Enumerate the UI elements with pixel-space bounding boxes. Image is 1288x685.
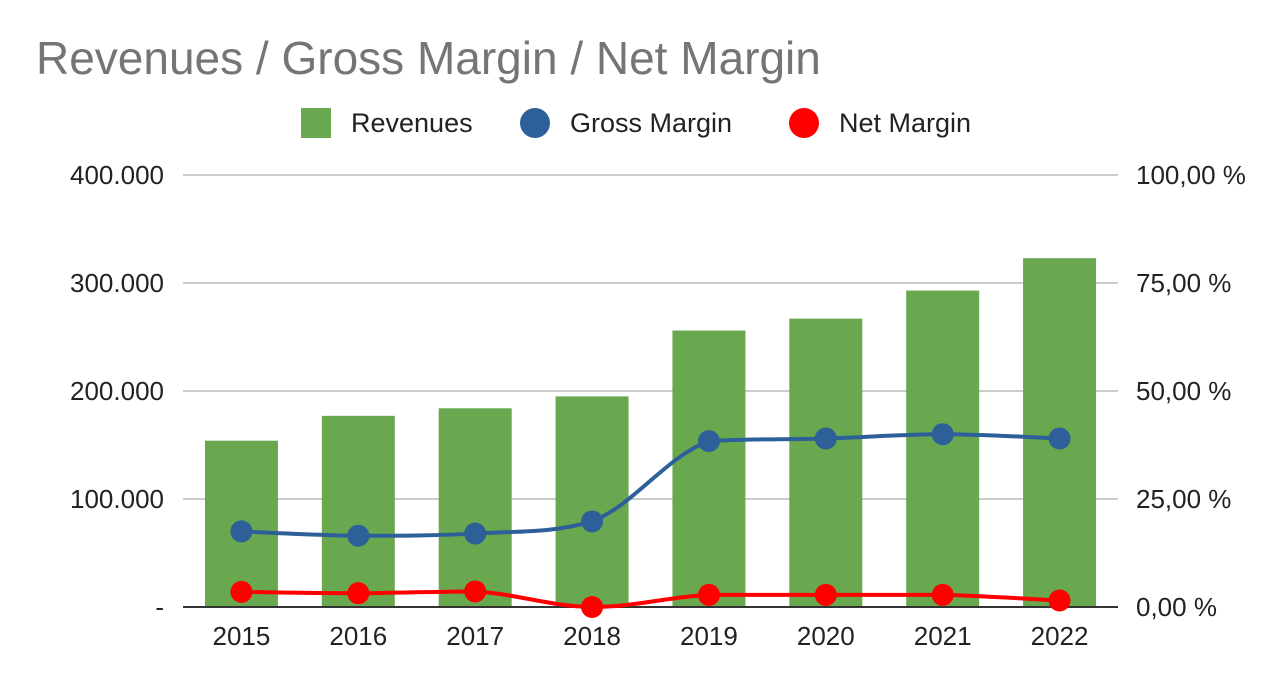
x-tick-label: 2021 [914,621,972,651]
right-tick-label: 75,00 % [1136,268,1231,298]
revenue-bar [555,396,629,607]
left-axis: - 100.000 200.000 300.000 400.000 [70,160,164,622]
left-tick-label: 200.000 [70,376,164,406]
left-tick-label: 100.000 [70,484,164,514]
x-tick-label: 2019 [680,621,738,651]
net-margin-point [581,596,604,618]
revenue-bar [321,415,395,607]
gross-margin-point [347,524,370,547]
gross-margin-point [697,430,720,453]
legend-swatch-revenues [301,108,331,138]
net-margin-point [931,583,954,606]
right-tick-label: 50,00 % [1136,376,1231,406]
left-tick-label: - [155,592,164,622]
net-margin-point [464,580,487,603]
revenue-bar [789,318,863,607]
legend-swatch-gross-margin [520,108,550,138]
gross-margin-point [814,427,837,450]
revenue-bar [906,290,980,607]
x-tick-label: 2020 [797,621,855,651]
right-axis: 0,00 % 25,00 % 50,00 % 75,00 % 100,00 % [1136,160,1246,622]
gross-margin-line [241,432,1060,538]
legend-label-net-margin: Net Margin [839,108,971,138]
right-tick-label: 25,00 % [1136,484,1231,514]
margin-lines [230,423,1071,618]
gross-margin-point [581,510,604,533]
legend-swatch-net-margin [789,108,819,138]
x-tick-label: 2022 [1031,621,1089,651]
revenue-bar [672,330,746,607]
net-margin-point [347,582,370,605]
net-margin-point [230,580,253,603]
revenue-bar [438,408,512,607]
legend-label-revenues: Revenues [351,108,473,138]
x-axis: 2015 2016 2017 2018 2019 2020 2021 2022 [213,621,1089,651]
x-tick-label: 2017 [446,621,504,651]
left-tick-label: 400.000 [70,160,164,190]
gross-margin-point [464,522,487,545]
revenues-bars [204,258,1097,607]
x-tick-label: 2018 [563,621,621,651]
legend-label-gross-margin: Gross Margin [570,108,732,138]
x-tick-label: 2016 [329,621,387,651]
gross-margin-point [230,520,253,543]
net-margin-point [697,583,720,606]
x-tick-label: 2015 [213,621,271,651]
left-tick-label: 300.000 [70,268,164,298]
chart-title: Revenues / Gross Margin / Net Margin [36,32,821,84]
right-tick-label: 100,00 % [1136,160,1246,190]
net-margin-line [241,589,1060,610]
net-margin-point [814,583,837,606]
right-tick-label: 0,00 % [1136,592,1217,622]
net-margin-point [1048,589,1071,612]
gross-margin-point [931,423,954,446]
legend: Revenues Gross Margin Net Margin [301,108,971,138]
gross-margin-point [1048,427,1071,450]
